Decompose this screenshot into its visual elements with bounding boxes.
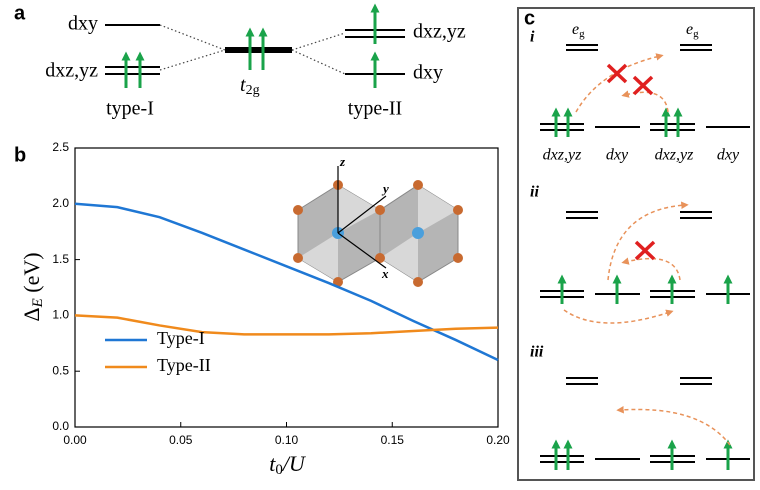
level-label: dxy: [717, 147, 740, 164]
level-label: dxy: [68, 13, 98, 35]
row-label: iii: [530, 344, 544, 361]
y-tick-label: 1.0: [52, 308, 69, 322]
levels: [540, 45, 750, 462]
level-label: dxz,yz: [413, 21, 466, 43]
connector: [292, 50, 345, 74]
inset-axis-label: z: [339, 154, 346, 169]
legend-label: Type-I: [157, 328, 205, 348]
panel-label: a: [14, 2, 26, 24]
x-tick-label: 0.20: [486, 433, 510, 447]
panel-a: a dxy dxz,yz type-I t2g dxz,yz dxy type-…: [14, 2, 466, 119]
panel-label: b: [14, 144, 26, 166]
y-tick-label: 2.0: [52, 196, 69, 210]
inset-axis-label: x: [381, 266, 389, 281]
connector: [160, 50, 225, 70]
y-tick-label: 0.5: [52, 363, 69, 377]
row-label: ii: [530, 184, 539, 201]
x-tick-label: 0.05: [169, 433, 193, 447]
x-tick-label: 0.10: [275, 433, 299, 447]
level-label: dxy: [413, 62, 443, 84]
plot-frame: [75, 148, 498, 427]
connector: [292, 33, 345, 50]
y-tick-label: 2.5: [52, 140, 69, 154]
connector: [160, 25, 225, 50]
y-tick-label: 0.0: [52, 419, 69, 433]
row-label: i: [530, 29, 535, 46]
level-label: dxz,yz: [655, 147, 694, 164]
x-tick-label: 0.00: [63, 433, 87, 447]
panel-b: b ΔE (eV) t0/U z y x 0.0 0.5 1.0 1.5 2.0 2.5 0…: [14, 140, 510, 478]
level-label: dxz,yz: [45, 60, 98, 82]
y-axis-label: ΔE (eV): [19, 252, 46, 321]
type-label: type-II: [348, 98, 402, 120]
level-label: dxy: [606, 147, 629, 164]
level-label: dxz,yz: [543, 147, 582, 164]
level-label: eg: [572, 21, 585, 40]
x-axis-label: t0/U: [269, 451, 307, 478]
panel-c: c i eg eg dxz,yz dxy dxz,yz dxy ii iii: [518, 7, 754, 480]
inset-structure: [293, 166, 463, 287]
figure: a dxy dxz,yz type-I t2g dxz,yz dxy type-…: [0, 0, 760, 485]
inset-axis-label: y: [381, 181, 389, 196]
type-label: type-I: [106, 98, 154, 120]
panel-label: c: [524, 7, 535, 29]
legend-label: Type-II: [157, 355, 211, 375]
level-label: eg: [686, 21, 699, 40]
x-tick-label: 0.15: [381, 433, 405, 447]
level-label: t2g: [240, 74, 260, 99]
y-tick-label: 1.5: [52, 252, 69, 266]
